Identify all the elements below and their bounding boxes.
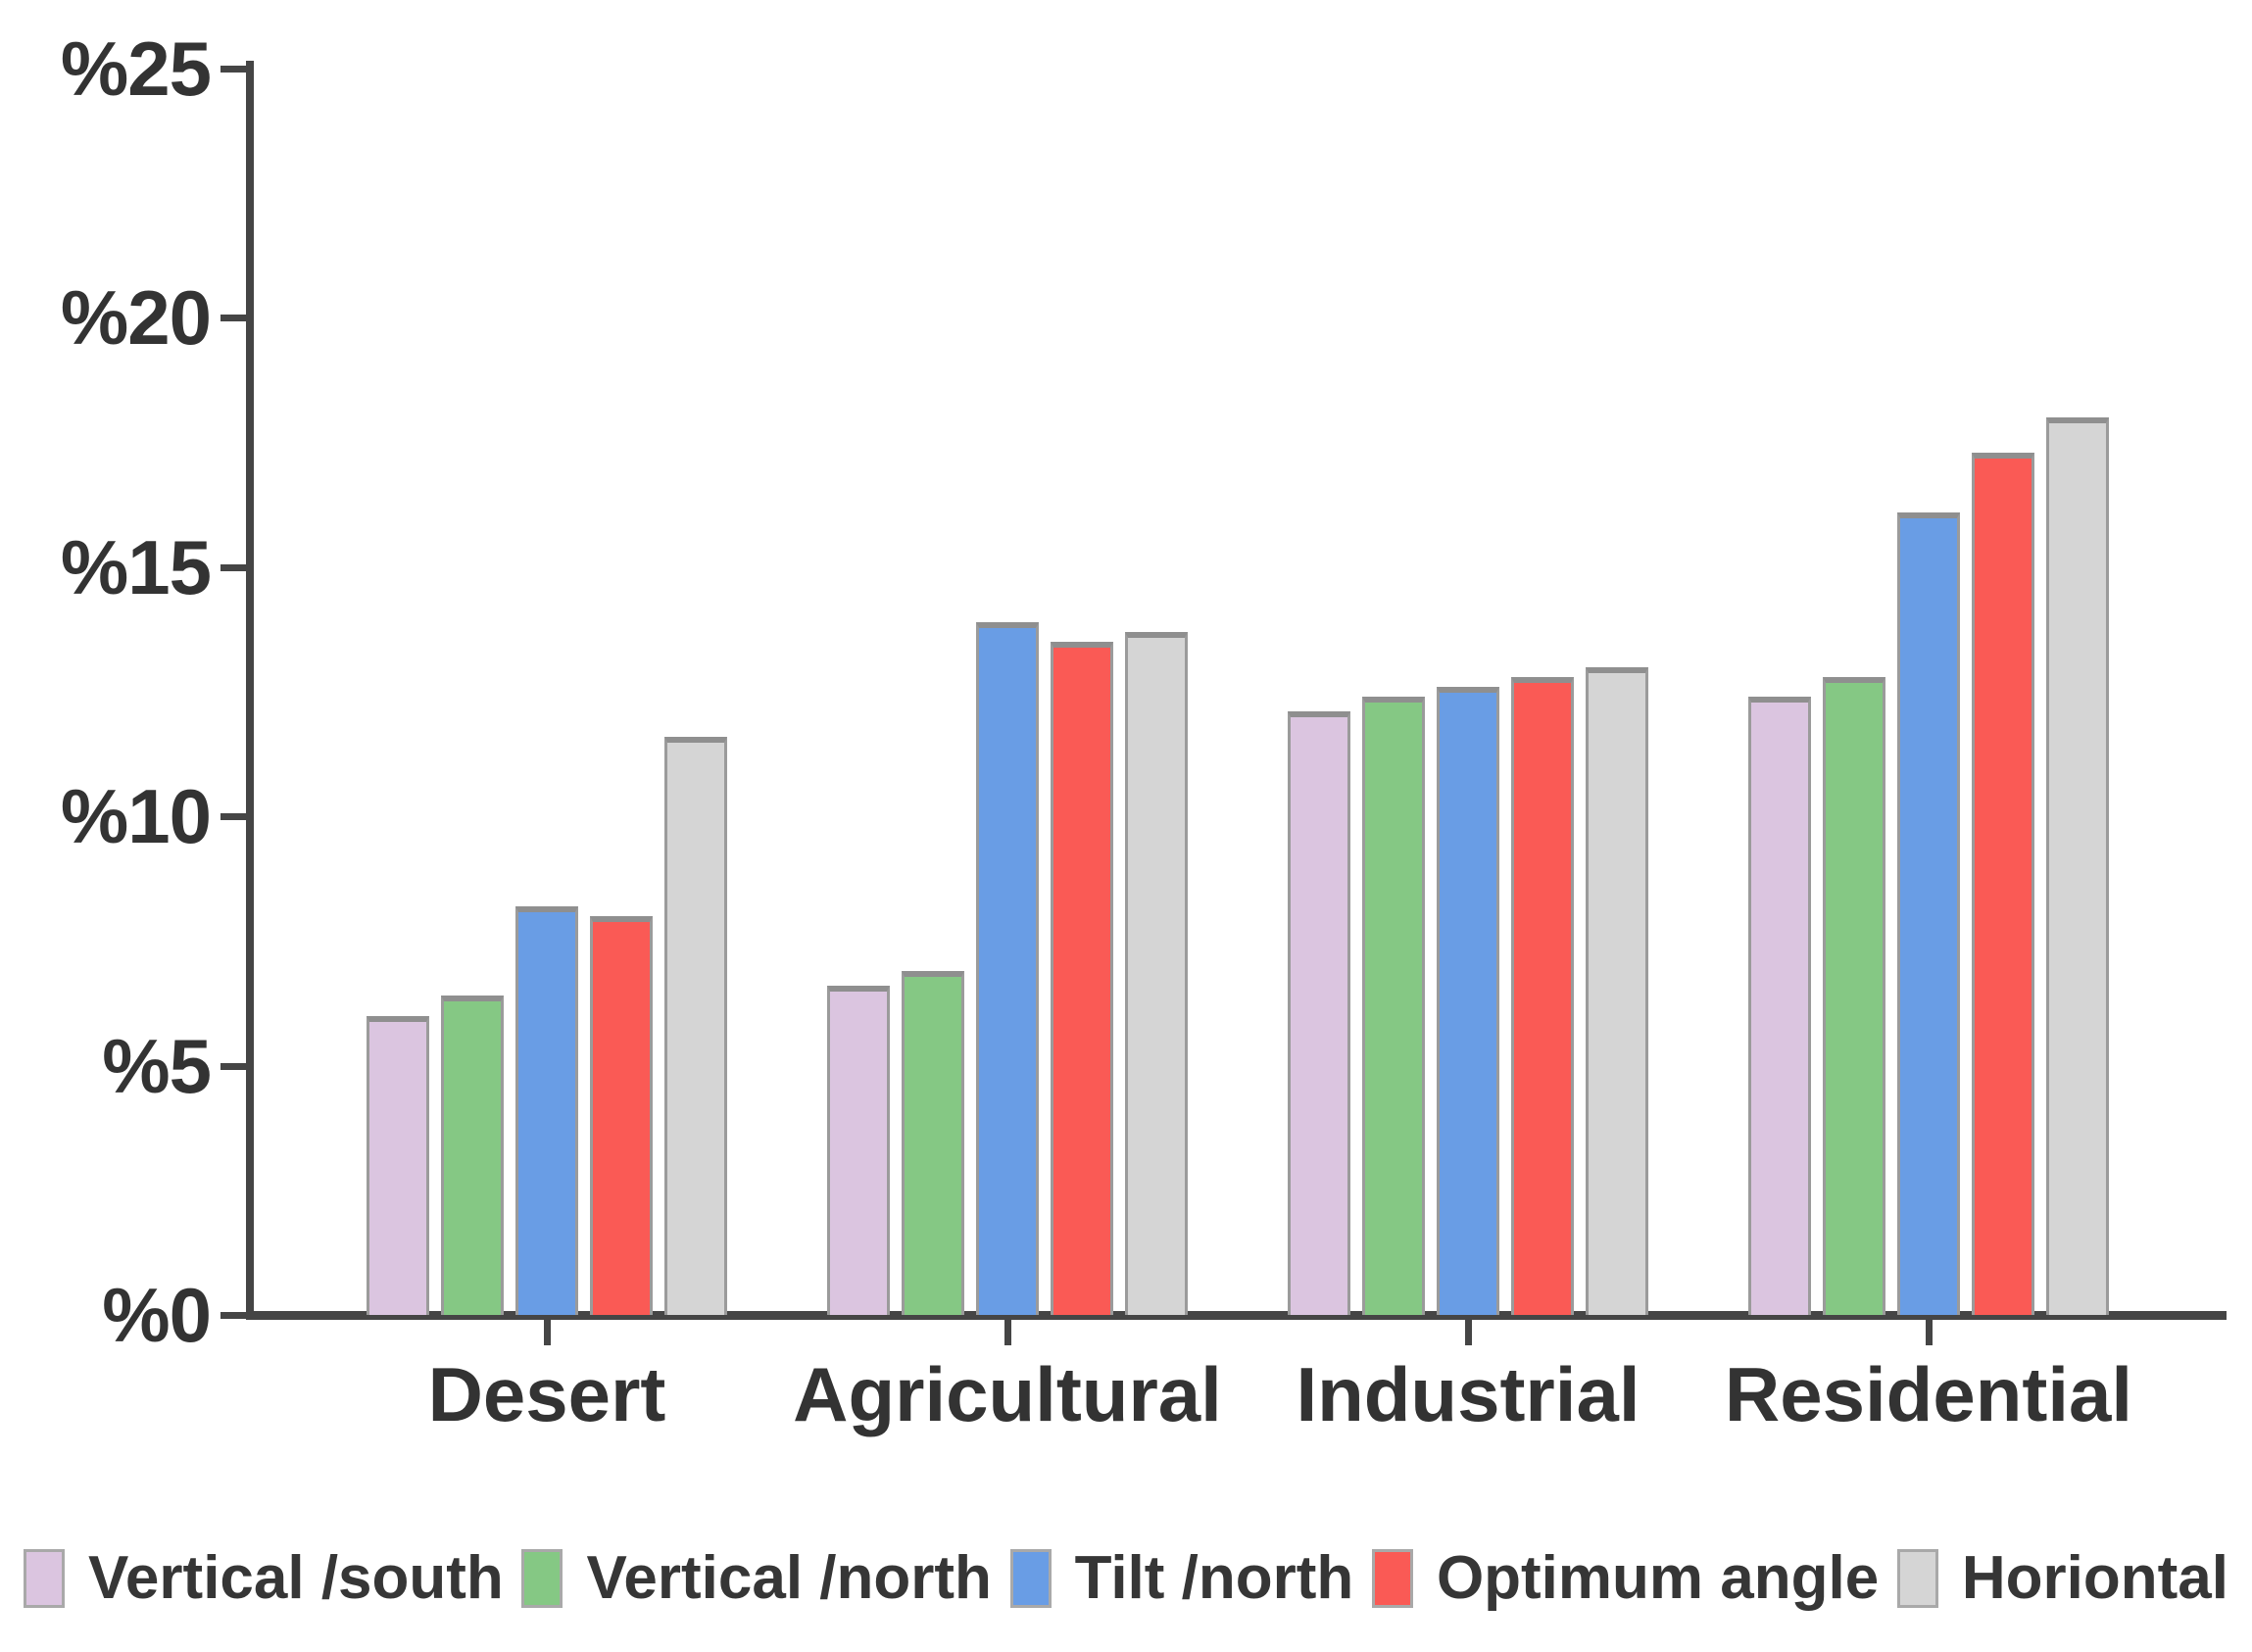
x-tick-agricultural xyxy=(1004,1320,1011,1345)
legend-label-optimum-angle: Optimum angle xyxy=(1436,1544,1880,1612)
legend-item-vertical-north: Vertical /north xyxy=(521,1544,992,1612)
y-tick-5 xyxy=(220,1062,246,1070)
x-tick-desert xyxy=(544,1320,551,1345)
y-tick-15 xyxy=(220,563,246,571)
bar-group-agricultural xyxy=(827,622,1188,1315)
bar-desert-vertical-north xyxy=(441,996,504,1315)
legend-label-horiontal: Horiontal xyxy=(1961,1544,2228,1612)
bar-desert-optimum-angle xyxy=(590,916,653,1315)
legend-item-tilt-north: Tilt /north xyxy=(1009,1544,1354,1612)
bar-industrial-horiontal xyxy=(1586,667,1648,1315)
bar-agricultural-tilt-north xyxy=(976,622,1039,1315)
bar-desert-horiontal xyxy=(664,737,727,1315)
x-label-agricultural: Agricultural xyxy=(793,1351,1222,1437)
legend-swatch-horiontal xyxy=(1896,1549,1938,1608)
bar-industrial-vertical-north xyxy=(1362,697,1425,1315)
legend-swatch-optimum-angle xyxy=(1371,1549,1413,1608)
chart-legend: Vertical /south Vertical /north Tilt /nort… xyxy=(0,1534,2252,1623)
x-label-industrial: Industrial xyxy=(1296,1351,1640,1437)
bar-agricultural-optimum-angle xyxy=(1051,642,1113,1315)
bar-agricultural-vertical-north xyxy=(902,971,964,1315)
bar-residential-tilt-north xyxy=(1897,512,1960,1315)
bar-residential-horiontal xyxy=(2046,417,2109,1315)
legend-item-optimum-angle: Optimum angle xyxy=(1371,1544,1880,1612)
bar-agricultural-vertical-south xyxy=(827,986,890,1315)
y-tick-10 xyxy=(220,813,246,821)
bar-desert-vertical-south xyxy=(367,1016,429,1315)
bar-residential-optimum-angle xyxy=(1972,453,2034,1315)
bar-industrial-optimum-angle xyxy=(1511,677,1574,1315)
bar-group-desert xyxy=(367,737,727,1315)
bar-group-residential xyxy=(1748,417,2109,1315)
legend-label-vertical-north: Vertical /north xyxy=(586,1544,992,1612)
x-tick-residential xyxy=(1926,1320,1933,1345)
bar-industrial-vertical-south xyxy=(1288,711,1350,1315)
x-label-residential: Residential xyxy=(1724,1351,2133,1437)
y-tick-label-0: %0 xyxy=(102,1272,212,1358)
bar-agricultural-horiontal xyxy=(1125,632,1188,1315)
legend-swatch-tilt-north xyxy=(1009,1549,1052,1608)
bar-desert-tilt-north xyxy=(515,906,578,1315)
bar-group-industrial xyxy=(1288,667,1648,1315)
x-label-desert: Desert xyxy=(427,1351,666,1437)
y-tick-label-15: %15 xyxy=(60,523,212,610)
bar-residential-vertical-north xyxy=(1823,677,1885,1315)
bar-industrial-tilt-north xyxy=(1437,687,1499,1315)
y-tick-25 xyxy=(220,66,246,73)
y-tick-label-5: %5 xyxy=(102,1022,212,1109)
y-tick-label-25: %25 xyxy=(60,25,212,112)
y-tick-0 xyxy=(220,1312,246,1319)
legend-swatch-vertical-north xyxy=(521,1549,563,1608)
x-axis-line xyxy=(246,1311,2227,1320)
y-tick-20 xyxy=(220,315,246,322)
legend-item-horiontal: Horiontal xyxy=(1896,1544,2228,1612)
bar-residential-vertical-south xyxy=(1748,697,1811,1315)
y-axis-line xyxy=(246,61,254,1320)
legend-label-tilt-north: Tilt /north xyxy=(1074,1544,1354,1612)
legend-swatch-vertical-south xyxy=(24,1549,65,1608)
legend-label-vertical-south: Vertical /south xyxy=(88,1544,504,1612)
y-tick-label-20: %20 xyxy=(60,274,212,362)
y-tick-label-10: %10 xyxy=(60,773,212,860)
legend-item-vertical-south: Vertical /south xyxy=(24,1548,504,1609)
x-tick-industrial xyxy=(1465,1320,1472,1345)
